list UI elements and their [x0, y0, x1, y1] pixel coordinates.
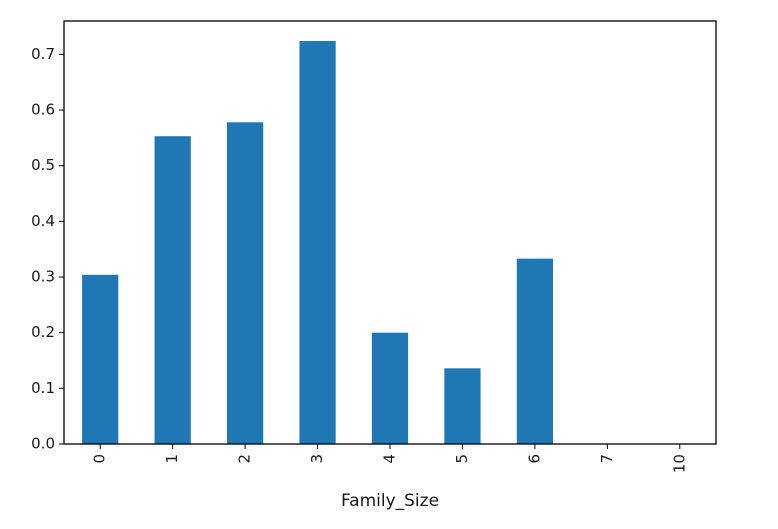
- x-tick-label: 7: [598, 454, 616, 464]
- y-tick-label: 0.6: [31, 101, 55, 119]
- x-axis-ticks: 0 1 2 3 4 5 6 7 10: [91, 444, 688, 473]
- x-tick-label: 10: [670, 454, 688, 473]
- bar-3: [299, 41, 336, 445]
- y-axis-ticks: 0.0 0.1 0.2 0.3 0.4 0.5 0.6 0.7: [31, 45, 64, 453]
- x-tick-label: 5: [453, 454, 471, 464]
- x-tick-label: 6: [525, 454, 543, 464]
- bar-2: [227, 122, 264, 445]
- x-tick-label: 4: [381, 454, 399, 464]
- bar-5: [444, 368, 481, 444]
- bar-1: [154, 136, 191, 444]
- x-tick-label: 0: [91, 454, 109, 464]
- x-tick-label: 1: [163, 454, 181, 464]
- bar-0: [82, 274, 119, 444]
- y-tick-label: 0.2: [31, 323, 55, 341]
- y-tick-label: 0.0: [31, 435, 55, 453]
- y-tick-label: 0.5: [31, 156, 55, 174]
- bar-4: [371, 332, 409, 444]
- y-tick-label: 0.7: [31, 45, 55, 63]
- x-tick-label: 2: [236, 454, 254, 464]
- bar-6: [516, 258, 553, 444]
- x-tick-label: 3: [308, 454, 326, 464]
- y-tick-label: 0.1: [31, 379, 55, 397]
- bars-layer: [82, 41, 553, 445]
- plot-frame: [63, 20, 717, 445]
- y-tick-label: 0.3: [31, 268, 55, 286]
- x-axis-label: Family_Size: [341, 491, 439, 511]
- y-tick-label: 0.4: [31, 212, 55, 230]
